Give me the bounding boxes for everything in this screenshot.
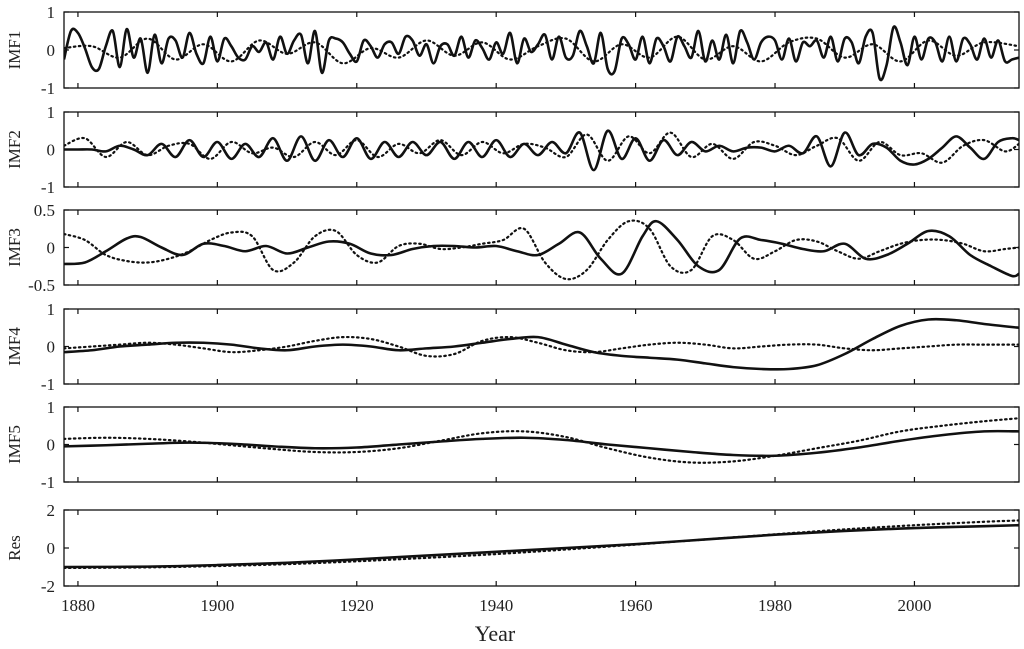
imf5-dotted-line: [64, 417, 1019, 464]
panel-frame: [63, 111, 1020, 188]
y-tick-label: 1: [47, 3, 56, 22]
res-solid-line: [64, 523, 1019, 569]
y-axis-label: IMF5: [5, 425, 24, 464]
y-tick-label: 1: [47, 398, 56, 417]
imf4-dotted-line: [64, 335, 1019, 358]
y-tick-label: -1: [41, 79, 55, 98]
x-tick-label: 1980: [758, 596, 792, 615]
imf3-dotted-line: [64, 219, 1019, 281]
y-axis-label: Res: [5, 535, 24, 561]
imf5-solid-line: [64, 429, 1019, 458]
imf1-solid-line: [64, 25, 1019, 82]
y-tick-label: 0: [47, 436, 56, 455]
x-tick-label: 2000: [897, 596, 931, 615]
x-tick-label: 1960: [619, 596, 653, 615]
y-tick-label: 0: [47, 338, 56, 357]
y-tick-label: 1: [47, 300, 56, 319]
x-axis: 1880 1900 1920 1940 1960 1980 2000: [61, 596, 931, 615]
x-tick-label: 1920: [340, 596, 374, 615]
imf1-dotted-line: [64, 35, 1019, 65]
panel-frame: [63, 209, 1020, 286]
imf2-dotted-line: [64, 131, 1019, 164]
y-tick-label: 0: [47, 539, 56, 558]
panel-imf1: -1 0 1 IMF1: [5, 3, 1020, 98]
y-tick-label: -1: [41, 375, 55, 394]
panel-imf4: -1 0 1 IMF4: [5, 300, 1020, 394]
panel-res: -2 0 2 Res: [5, 501, 1020, 596]
y-tick-label: 0: [47, 239, 56, 258]
y-tick-label: -1: [41, 178, 55, 197]
panels-group: -1 0 1 IMF1 -1 0 1 IMF2 -0.5 0 0.5 IMF3 -1 0 1 IMF4 -1 0 1…: [5, 3, 1020, 596]
y-tick-label: 0: [47, 41, 56, 60]
series-group: [64, 25, 1019, 82]
res-dotted-line: [64, 519, 1019, 570]
x-tick-label: 1900: [200, 596, 234, 615]
y-tick-label: -0.5: [28, 276, 55, 295]
y-tick-label: 0.5: [34, 201, 55, 220]
y-tick-label: -1: [41, 473, 55, 492]
y-axis-label: IMF4: [5, 327, 24, 366]
series-group: [64, 219, 1019, 281]
y-tick-label: 1: [47, 103, 56, 122]
series-group: [64, 129, 1019, 172]
y-axis-label: IMF3: [5, 228, 24, 267]
series-group: [64, 519, 1019, 570]
panel-imf2: -1 0 1 IMF2: [5, 103, 1020, 197]
y-tick-label: 2: [47, 501, 56, 520]
y-tick-label: 0: [47, 141, 56, 160]
series-group: [64, 417, 1019, 464]
x-tick-label: 1880: [61, 596, 95, 615]
x-tick-label: 1940: [479, 596, 513, 615]
y-tick-label: -2: [41, 577, 55, 596]
x-axis-label: Year: [475, 621, 516, 646]
panel-imf3: -0.5 0 0.5 IMF3: [5, 201, 1020, 295]
imf2-solid-line: [64, 129, 1019, 172]
panel-frame: [63, 308, 1020, 385]
panel-imf5: -1 0 1 IMF5: [5, 398, 1020, 492]
series-group: [64, 317, 1019, 371]
panel-frame: [63, 509, 1020, 587]
y-axis-label: IMF2: [5, 130, 24, 169]
imf3-solid-line: [64, 219, 1019, 278]
y-axis-label: IMF1: [5, 31, 24, 70]
